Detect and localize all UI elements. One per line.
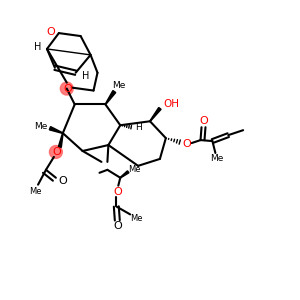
Polygon shape <box>49 127 63 134</box>
Text: Me: Me <box>210 154 223 164</box>
Circle shape <box>50 146 62 158</box>
Text: O: O <box>199 116 208 126</box>
Polygon shape <box>58 133 63 147</box>
Text: Me: Me <box>34 122 48 131</box>
Polygon shape <box>120 171 129 178</box>
Text: Me: Me <box>130 214 142 223</box>
Text: H: H <box>34 42 42 52</box>
Circle shape <box>60 82 73 95</box>
Text: H: H <box>82 71 89 81</box>
Text: O: O <box>182 139 191 149</box>
Polygon shape <box>150 107 161 122</box>
Text: Me: Me <box>112 81 126 90</box>
Text: O: O <box>58 176 67 186</box>
Text: O: O <box>52 147 61 157</box>
Text: Me: Me <box>29 187 41 196</box>
Text: O: O <box>113 221 122 231</box>
Text: O: O <box>63 84 72 94</box>
Text: OH: OH <box>164 99 180 110</box>
Text: Me: Me <box>128 165 140 174</box>
Text: O: O <box>46 27 55 37</box>
Polygon shape <box>105 91 116 105</box>
Text: O: O <box>113 187 122 196</box>
Text: H: H <box>135 123 142 132</box>
